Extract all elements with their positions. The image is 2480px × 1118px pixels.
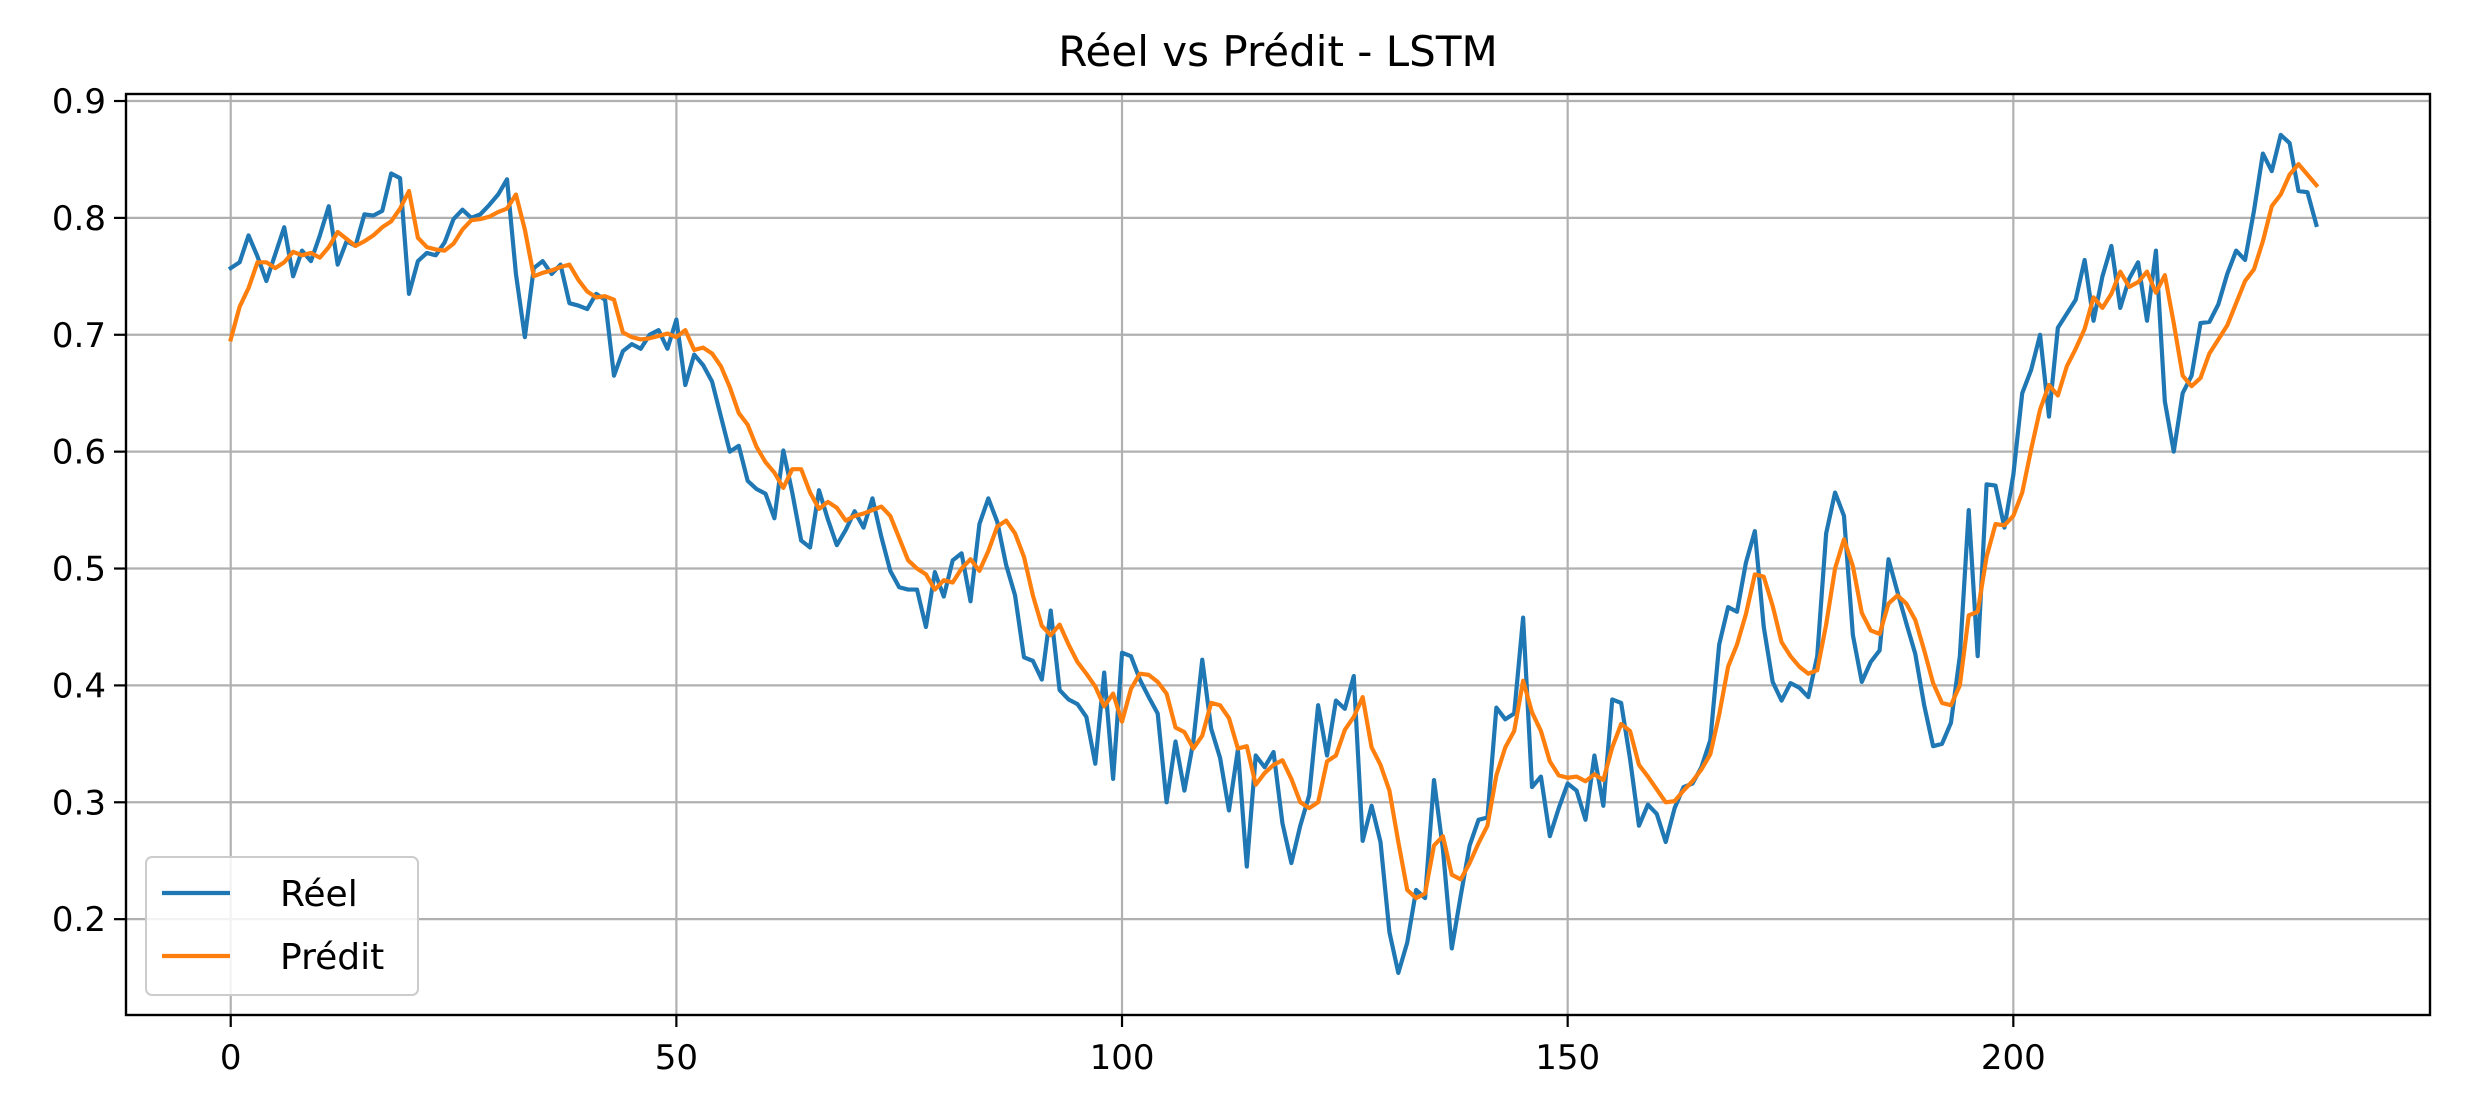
- axis-ticks: 0 50 100 150 200 0.2 0.3 0.4 0.5 0.6 0.7 0.8 0.9: [52, 82, 2046, 1078]
- chart-title: Réel vs Prédit - LSTM: [1058, 27, 1497, 76]
- y-tick-label: 0.6: [52, 433, 106, 473]
- legend-label: Réel: [280, 874, 358, 915]
- x-tick-label: 50: [655, 1038, 698, 1078]
- x-tick-label: 100: [1090, 1038, 1155, 1078]
- series-line-reel: [227, 132, 2319, 976]
- y-tick-label: 0.4: [52, 666, 106, 706]
- y-tick-label: 0.7: [52, 316, 106, 356]
- series-line-predit: [228, 162, 2320, 901]
- grid-lines: [126, 94, 2430, 1015]
- legend-label: Prédit: [280, 937, 384, 978]
- y-tick-label: 0.5: [52, 550, 106, 590]
- y-tick-label: 0.3: [52, 783, 106, 823]
- x-tick-label: 0: [220, 1038, 242, 1078]
- y-tick-label: 0.8: [52, 199, 106, 239]
- plot-frame: [124, 92, 2432, 1017]
- y-tick-label: 0.9: [52, 82, 106, 122]
- x-tick-label: 150: [1535, 1038, 1600, 1078]
- x-tick-label: 200: [1981, 1038, 2046, 1078]
- legend[interactable]: Réel Prédit: [145, 856, 419, 996]
- y-tick-label: 0.2: [52, 900, 106, 940]
- series-lines: [227, 132, 2320, 976]
